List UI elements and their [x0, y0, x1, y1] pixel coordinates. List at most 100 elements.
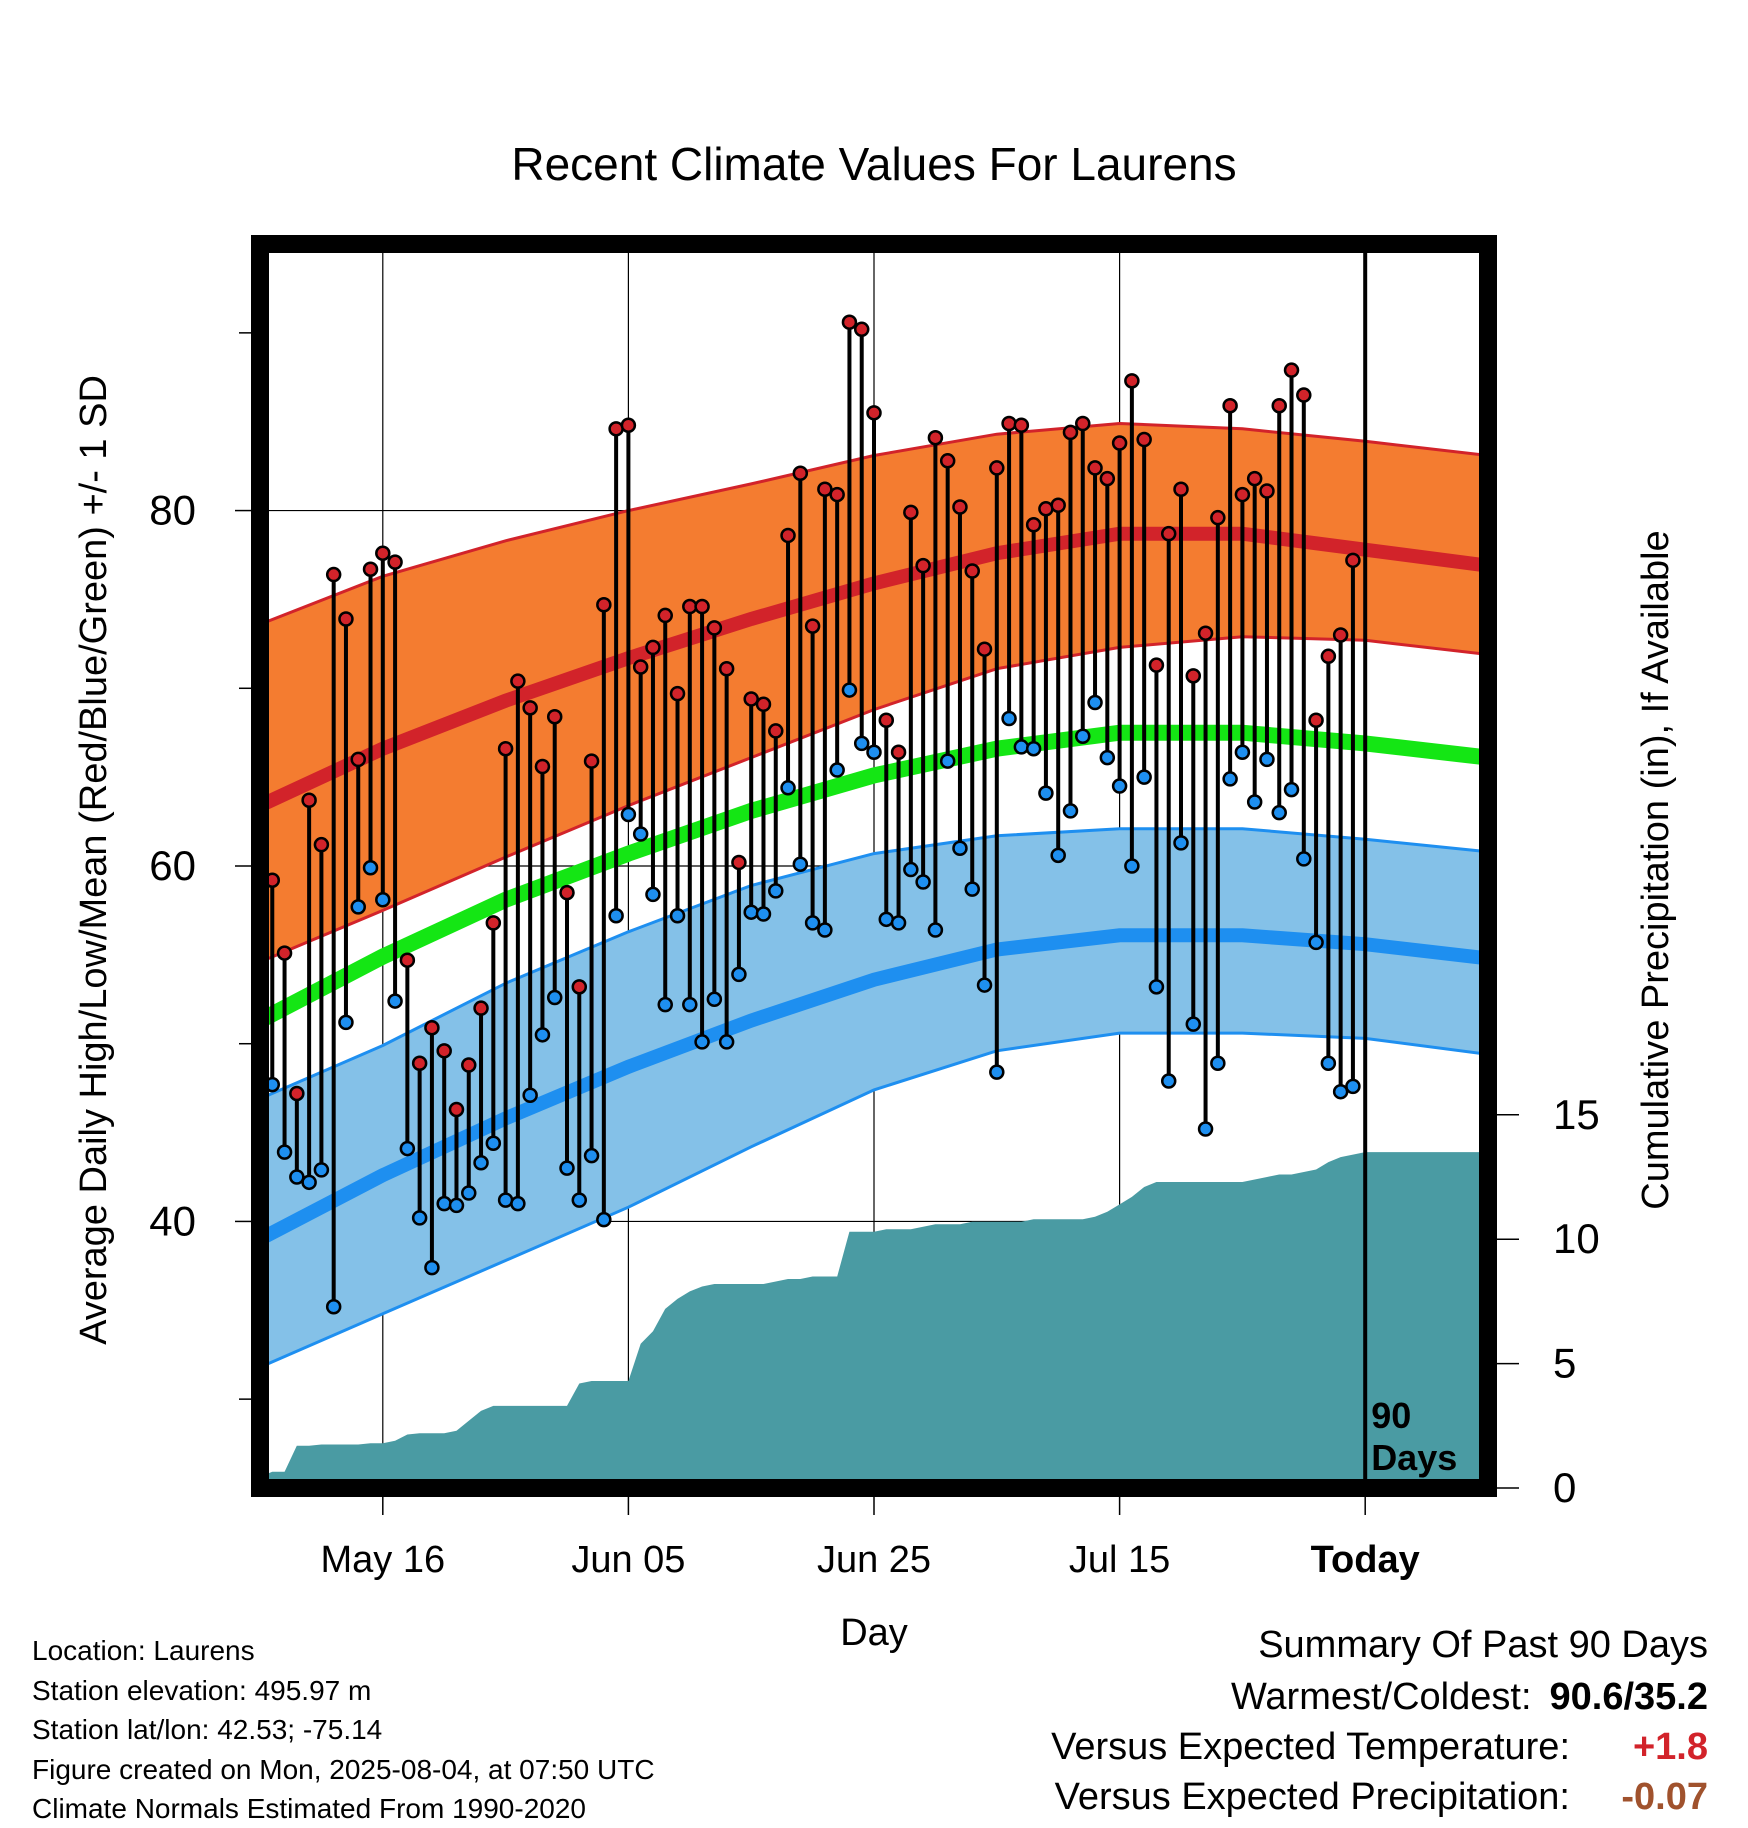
daily-high-point: [1234, 486, 1251, 503]
daily-low-point: [989, 1064, 1005, 1080]
daily-low-point: [1259, 751, 1275, 768]
daily-low-point: [657, 996, 673, 1013]
daily-high-point: [768, 723, 784, 739]
daily-high-point: [1173, 481, 1189, 497]
daily-high-point: [632, 659, 649, 675]
summary-temp: Versus Expected Temperature: +1.8: [1051, 1726, 1708, 1769]
daily-low-point: [362, 860, 379, 876]
daily-high-point: [1246, 470, 1263, 487]
daily-high-point: [1332, 627, 1349, 643]
daily-low-point: [424, 1259, 440, 1276]
daily-low-point: [694, 1034, 710, 1050]
y-axis-label-left: Average Daily High/Low/Mean (Red/Blue/Gr…: [73, 375, 115, 1345]
daily-low-point: [1025, 740, 1042, 757]
daily-high-point: [903, 504, 919, 521]
daily-low-point: [546, 989, 563, 1006]
daily-low-point: [706, 991, 723, 1008]
daily-low-point: [510, 1195, 526, 1212]
days-label-word: Days: [1371, 1437, 1457, 1478]
daily-high-point: [608, 421, 624, 437]
daily-high-point: [276, 945, 293, 961]
y-left-tick-label: 80: [149, 487, 196, 534]
daily-low-point: [276, 1144, 293, 1160]
normal-mean-line: [260, 724, 1488, 1028]
daily-low-point: [817, 922, 833, 938]
temp-anomaly-value: +1.8: [1632, 1726, 1708, 1768]
daily-low-point: [903, 861, 919, 878]
daily-high-point: [792, 465, 809, 482]
daily-high-point: [718, 660, 735, 677]
daily-high-point: [1001, 415, 1017, 432]
daily-low-point: [792, 856, 809, 872]
daily-low-point: [1148, 979, 1165, 995]
daily-low-point: [890, 915, 907, 931]
days-label-number: 90: [1371, 1395, 1411, 1436]
daily-high-point: [289, 1085, 305, 1102]
daily-high-point: [485, 915, 502, 931]
daily-low-point: [620, 806, 637, 823]
daily-high-point: [1148, 657, 1165, 673]
precipitation-area: [260, 1152, 1488, 1488]
daily-high-point: [1111, 435, 1128, 451]
daily-high-point: [313, 836, 330, 853]
daily-low-point: [1160, 1073, 1177, 1089]
daily-low-point: [559, 1160, 575, 1176]
daily-low-point: [1075, 728, 1091, 745]
x-tick-label: Jun 25: [817, 1539, 931, 1581]
daily-low-point: [1013, 739, 1030, 755]
daily-high-point: [853, 321, 870, 338]
daily-high-point: [1160, 525, 1177, 542]
daily-high-point: [546, 708, 563, 725]
daily-high-point: [301, 792, 317, 808]
daily-high-point: [731, 854, 747, 871]
daily-high-point: [1320, 648, 1337, 665]
daily-high-point: [596, 597, 612, 613]
latlon-text: Station lat/lon: 42.53; -75.14: [32, 1714, 383, 1745]
daily-high-point: [1283, 362, 1300, 378]
daily-high-point: [890, 744, 907, 761]
daily-low-point: [375, 892, 391, 908]
daily-high-point: [989, 460, 1005, 476]
daily-low-point: [1111, 778, 1128, 794]
daily-low-point: [731, 966, 747, 983]
daily-low-point: [718, 1034, 735, 1050]
daily-low-point: [289, 1169, 305, 1185]
daily-high-point: [510, 673, 526, 689]
x-tick-label: Jun 05: [571, 1539, 685, 1581]
created-text: Figure created on Mon, 2025-08-04, at 07…: [32, 1754, 655, 1785]
daily-low-point: [571, 1192, 588, 1208]
daily-high-point: [1099, 470, 1116, 487]
daily-low-point: [485, 1135, 502, 1151]
daily-high-point: [571, 979, 588, 995]
daily-low-point: [1320, 1055, 1337, 1072]
daily-high-point: [1050, 497, 1066, 513]
chart-title: Recent Climate Values For Laurens: [511, 138, 1236, 190]
daily-high-point: [939, 453, 956, 469]
daily-low-point: [743, 904, 759, 920]
precip-anomaly-value: -0.07: [1621, 1776, 1708, 1818]
daily-low-point: [522, 1087, 538, 1104]
daily-high-point: [1185, 668, 1202, 684]
daily-high-point: [1038, 501, 1054, 517]
normal-low-line: [260, 928, 1488, 1246]
daily-low-point: [804, 915, 821, 931]
y-right-tick-label: 15: [1553, 1091, 1600, 1138]
daily-low-point: [964, 881, 980, 897]
daily-high-point: [338, 611, 354, 627]
daily-high-point: [964, 563, 980, 579]
daily-high-point: [1013, 417, 1030, 434]
daily-low-point: [780, 780, 796, 796]
daily-low-point: [939, 753, 956, 769]
daily-high-point: [657, 607, 673, 624]
daily-high-point: [1075, 415, 1091, 432]
daily-high-point: [841, 314, 858, 330]
daily-low-point: [1001, 710, 1017, 727]
daily-low-point: [436, 1195, 452, 1212]
daily-high-point: [669, 685, 686, 702]
daily-high-point: [399, 952, 416, 968]
daily-high-point: [461, 1057, 477, 1073]
daily-low-point: [1062, 803, 1079, 819]
daily-high-point: [645, 639, 661, 656]
summary-title: Summary Of Past 90 Days: [1258, 1624, 1708, 1666]
